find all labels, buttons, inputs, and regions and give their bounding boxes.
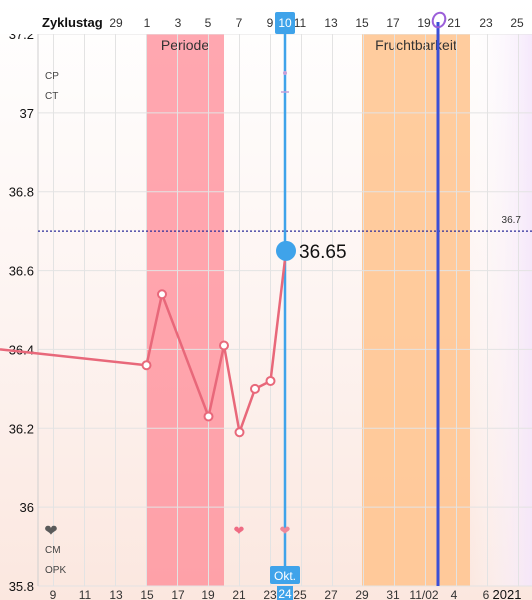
date-tick[interactable]: 21 [232,588,246,600]
temperature-point[interactable] [157,289,167,300]
cycle-day-tick[interactable]: 9 [267,16,274,30]
vertical-grid [53,34,519,586]
cycle-day-tick[interactable]: 15 [355,16,369,30]
cycle-day-tick[interactable]: 19 [417,16,431,30]
cm-label: CM [45,545,61,556]
future-fade [470,34,532,586]
date-tick[interactable]: 4 [451,588,458,600]
heart-icon[interactable]: ❤ [234,523,245,538]
ct-label: CT [45,91,58,102]
y-tick-label: 36.8 [9,185,34,200]
selected-date-label: 24 [278,587,292,600]
y-tick-label: 35.8 [9,579,34,594]
cycle-day-label: Zyklustag [42,15,103,30]
cycle-day-tick[interactable]: 13 [324,16,338,30]
y-tick-label: 36.6 [9,264,34,279]
date-tick[interactable]: 11/02 [409,588,438,600]
date-tick[interactable]: 15 [140,588,154,600]
cycle-day-tick[interactable]: 23 [479,16,493,30]
cycle-day-tick[interactable]: 29 [109,16,123,30]
cycle-day-tick[interactable]: 25 [510,16,524,30]
temperature-point[interactable] [141,360,152,371]
y-tick-label: 36.4 [9,342,34,357]
selected-cycle-day-value: 10 [278,16,292,30]
y-tick-label: 37 [20,106,34,121]
year-label: 2021 [493,587,522,600]
temperature-point[interactable] [265,375,276,386]
fertility-label: Fruchtbarkeit [375,37,457,53]
date-tick[interactable]: 6 [483,588,490,600]
date-tick[interactable]: 19 [201,588,215,600]
temperature-point[interactable] [219,340,229,351]
date-tick[interactable]: 13 [109,588,123,600]
cycle-day-tick[interactable]: 11 [294,16,307,30]
cp-dot [283,71,287,75]
date-ticks[interactable]: 9 11 13 15 17 19 21 23 25 27 29 31 11/02 4 6 [50,588,490,600]
date-tick[interactable]: 17 [171,588,185,600]
cycle-day-tick[interactable]: 7 [236,16,243,30]
reference-line-label: 36.7 [502,215,522,226]
heart-icon[interactable]: ❤ [280,523,291,538]
temperature-point[interactable] [203,411,214,422]
selected-temperature-value: 36.65 [299,242,347,263]
y-tick-label: 36 [20,500,34,515]
date-tick[interactable]: 11 [79,588,92,600]
selected-temperature-point[interactable] [276,240,296,261]
temperature-point[interactable] [250,383,260,394]
date-tick[interactable]: 29 [355,588,369,600]
ovulation-ring-icon[interactable] [430,11,447,30]
selected-date-badge [277,586,293,600]
y-tick-label: 36.2 [9,421,34,436]
date-tick[interactable]: 9 [50,588,57,600]
date-tick[interactable]: 31 [386,588,400,600]
period-label: Periode [161,37,209,53]
cycle-day-tick[interactable]: 1 [144,16,151,30]
temperature-point[interactable] [234,427,245,438]
cp-label: CP [45,71,59,82]
selected-month-label: Okt. [274,569,296,583]
date-tick[interactable]: 25 [293,588,307,600]
date-tick[interactable]: 23 [263,588,277,600]
selected-cycle-day-badge[interactable] [275,12,295,34]
cycle-day-ticks[interactable]: 29 1 3 5 7 9 11 13 15 17 19 21 23 25 [109,16,524,30]
temperature-points[interactable] [141,240,297,438]
selected-month-badge [270,566,300,584]
cycle-day-tick[interactable]: 5 [205,16,212,30]
opk-label: OPK [45,565,66,576]
cycle-day-tick[interactable]: 17 [386,16,400,30]
cycle-day-tick[interactable]: 21 [447,16,461,30]
date-tick[interactable]: 27 [324,588,338,600]
heart-icon: ❤ [44,523,57,540]
cycle-day-tick[interactable]: 3 [175,16,182,30]
fertility-band [362,34,470,586]
selected-day-column[interactable]: 10 Okt. 24 [270,12,300,600]
